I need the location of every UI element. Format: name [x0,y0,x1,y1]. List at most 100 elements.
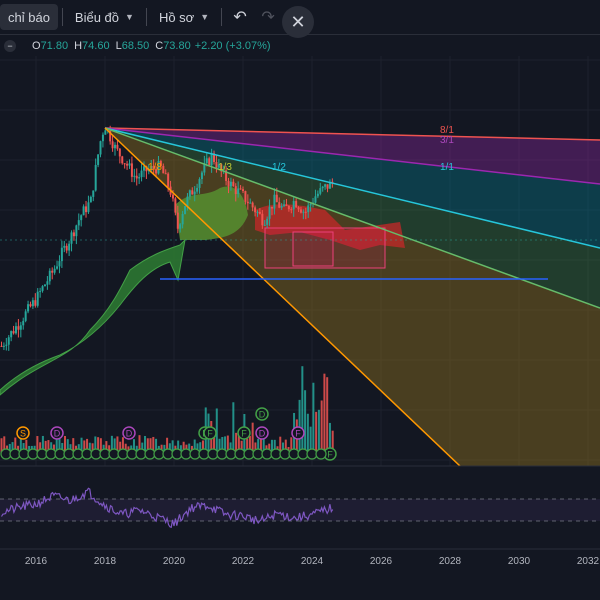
event-marker [255,407,269,421]
candle-body [196,187,199,192]
candle-body [63,245,66,248]
close-icon[interactable]: ✕ [282,6,314,38]
volume-bar [282,442,285,455]
candle-body [220,164,223,172]
open-value: 71.80 [40,40,69,52]
redo-icon[interactable]: ↷ [261,9,275,26]
candle-body [213,153,216,162]
volume-bar [47,440,50,455]
volume-bar [226,435,229,455]
event-marker-label: S [20,429,26,439]
candle-body [297,207,300,210]
candle-body [46,281,49,285]
volume-bar [290,437,293,455]
event-marker-label: F [295,429,301,439]
candle-body [304,211,307,213]
candle-body [34,300,37,306]
fan-line [104,127,600,185]
volume-bar [284,439,287,455]
volume-bar [309,426,312,455]
indicators-label: chỉ báo [8,9,50,25]
candle-body [309,203,312,206]
candle-body [263,224,266,226]
candle-body [85,206,88,213]
candle-body [176,212,179,229]
volume-bar [279,436,282,455]
candle-body [133,175,136,177]
candle-body [128,163,131,166]
chart-menu-label: Biểu đồ [74,9,120,25]
event-marker [122,426,136,440]
volume-bar [88,442,91,455]
event-marker [237,426,251,440]
event-marker [203,426,217,440]
event-marker-label: F [327,450,333,460]
rsi-pane [0,465,600,529]
volume-bar [201,440,204,455]
candle-body [244,191,247,202]
candle-body [142,166,145,171]
event-markers: SDDFFFDDFF [0,407,337,461]
volume-bar [19,438,22,455]
candle-body [65,245,68,251]
candle-body [75,225,78,237]
candle-body [193,191,196,195]
candle-body [31,300,34,307]
candle-body [188,190,191,197]
candle-body [56,266,59,269]
candle-body [17,326,20,330]
volume-bar [257,438,260,455]
undo-icon[interactable]: ↶ [233,9,247,26]
profile-menu-button[interactable]: Hồ sơ ▼ [151,4,217,30]
volume-bar [110,435,113,455]
candle-body [43,284,46,287]
candle-body [111,141,114,149]
close-value: 73.80 [163,40,191,52]
low-key: L [115,40,122,52]
candle-body [227,180,230,187]
volume-bar [188,443,191,455]
event-marker-label: D [259,410,266,420]
indicators-button[interactable]: chỉ báo [0,4,58,30]
candle-body [19,325,22,330]
candle-body [239,188,242,190]
candle-body [258,211,261,214]
volume-bar [199,442,202,455]
cloud-bull [175,186,248,240]
volume-bar [41,435,44,455]
event-marker [291,426,305,440]
rsi-line [0,487,334,529]
candle-body [114,144,117,149]
candle-body [150,165,153,170]
price-chart[interactable]: 1/81/31/21/18/13/1 SDDFFFDDFF 2016201820… [0,34,600,600]
candle-body [135,175,138,179]
volume-bar [138,435,141,455]
collapse-icon[interactable]: − [4,40,16,52]
change-value: +2.20 (+3.07%) [194,40,271,52]
candle-body [48,270,51,282]
volume-bar [86,438,89,455]
volume-bar [144,435,147,455]
candle-body [287,205,290,210]
volume-bar [152,436,155,455]
x-tick-label: 2028 [439,556,462,567]
candle-body [184,206,187,215]
fan-label: 3/1 [440,135,454,146]
candle-body [77,220,80,226]
candle-body [118,148,121,157]
candle-body [280,205,283,208]
x-tick-label: 2026 [370,556,393,567]
gann-fan-lines: 1/8 1/3 1/2 1/1 8/13/1 [104,125,600,466]
candle-body [123,163,126,165]
chart-menu-button[interactable]: Biểu đồ ▼ [67,4,142,30]
volume-bar [326,377,329,455]
volume-bar [58,436,61,455]
candle-body [292,201,295,210]
candle-body [22,320,25,326]
volume-bar [166,437,169,455]
candle-body [89,196,92,203]
volume-bar [237,432,240,455]
candle-body [162,165,165,174]
volume-bar [323,373,326,455]
candle-body [152,165,155,170]
